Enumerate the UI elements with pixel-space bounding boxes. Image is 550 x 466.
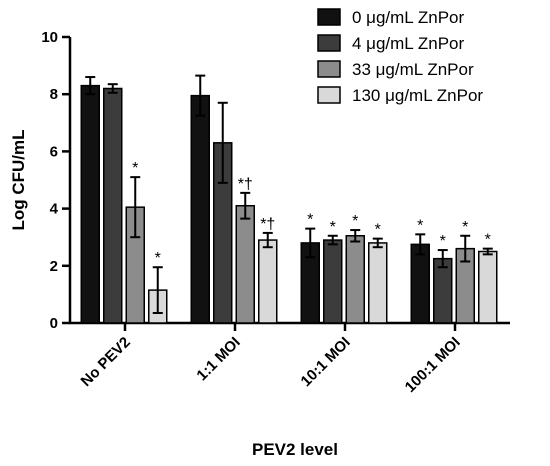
legend: 0 μg/mL ZnPor 4 μg/mL ZnPor 33 μg/mL ZnPor… — [317, 8, 483, 105]
legend-label: 33 μg/mL ZnPor — [352, 60, 474, 79]
x-tick-label: 10:1 MOI — [298, 334, 354, 390]
legend-label: 130 μg/mL ZnPor — [352, 86, 483, 105]
significance-label: * — [440, 233, 446, 250]
significance-label: *† — [238, 176, 253, 193]
legend-swatch — [317, 8, 341, 26]
y-tick-label: 0 — [50, 315, 58, 332]
significance-label: * — [352, 213, 358, 230]
bar — [345, 235, 365, 324]
bar — [433, 257, 453, 324]
significance-label: * — [417, 217, 423, 234]
bar — [258, 239, 278, 324]
significance-label: * — [462, 219, 468, 236]
y-tick-label: 6 — [50, 143, 58, 160]
x-tick-label: 1:1 MOI — [193, 334, 243, 384]
bar — [235, 204, 255, 324]
legend-label: 0 μg/mL ZnPor — [352, 8, 464, 27]
y-tick-label: 10 — [41, 29, 58, 46]
bar — [368, 242, 388, 324]
legend-swatch — [317, 86, 341, 104]
y-tick-label: 4 — [50, 201, 59, 218]
significance-label: * — [132, 160, 138, 177]
legend-swatch — [317, 60, 341, 78]
bar — [323, 239, 343, 324]
y-tick-label: 8 — [50, 86, 58, 103]
bar — [410, 243, 430, 324]
bar — [190, 94, 210, 324]
significance-label: * — [330, 219, 336, 236]
significance-label: * — [155, 250, 161, 267]
x-tick-label: No PEV2 — [78, 334, 134, 390]
significance-label: * — [307, 212, 313, 229]
significance-label: * — [375, 222, 381, 239]
bar — [103, 87, 123, 324]
x-tick-label: 100:1 MOI — [402, 334, 464, 396]
significance-label: * — [485, 232, 491, 249]
legend-swatch — [317, 34, 341, 52]
x-axis-title: PEV2 level — [252, 440, 338, 459]
bar — [80, 84, 100, 324]
y-tick-label: 2 — [50, 258, 58, 275]
legend-label: 4 μg/mL ZnPor — [352, 34, 464, 53]
y-axis-title: Log CFU/mL — [9, 129, 28, 230]
bar — [478, 250, 498, 324]
significance-label: *† — [260, 216, 275, 233]
